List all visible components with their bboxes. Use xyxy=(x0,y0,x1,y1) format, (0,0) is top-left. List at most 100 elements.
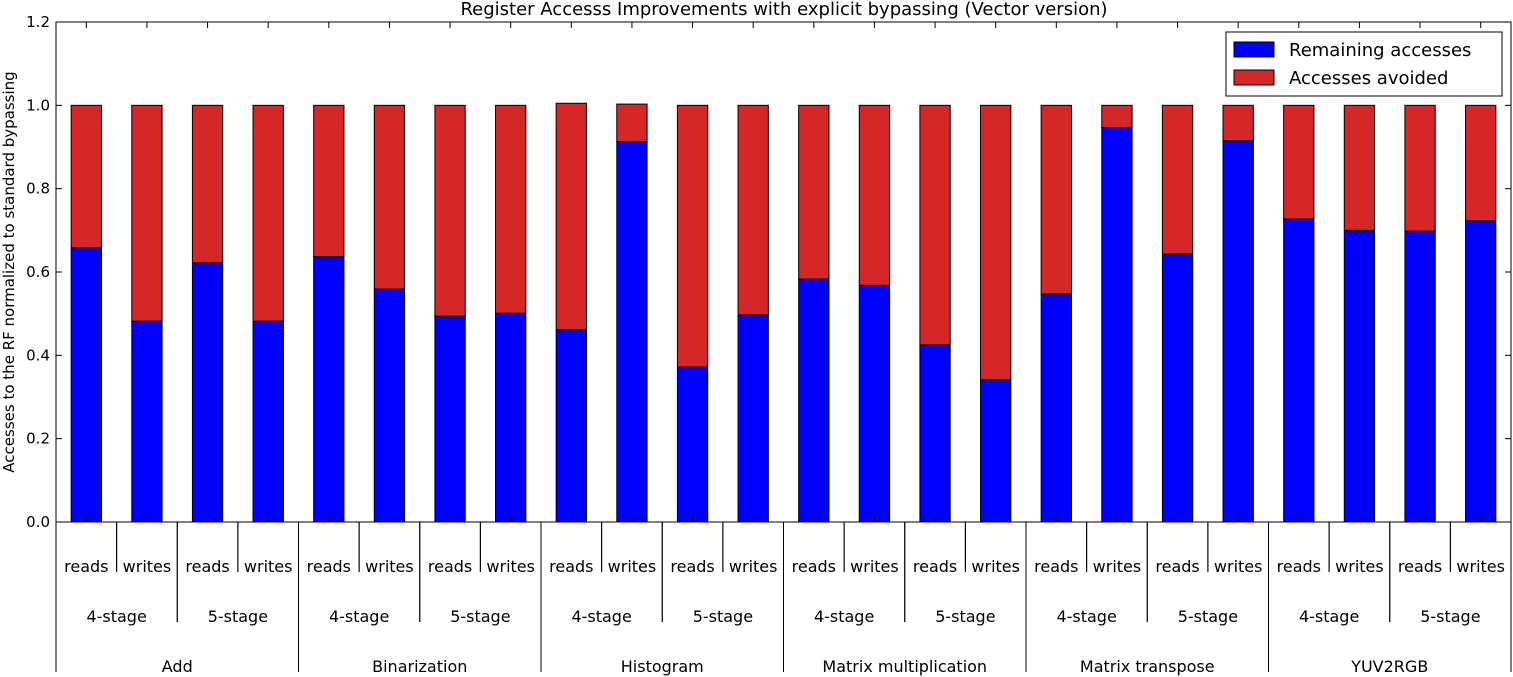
legend-entry: Remaining accesses xyxy=(1289,40,1471,61)
y-tick-label: 0.6 xyxy=(26,263,50,281)
y-tick-label: 0.8 xyxy=(26,180,50,198)
x-label-stage: 5-stage xyxy=(208,607,268,626)
bar-accesses-avoided xyxy=(70,104,102,249)
bar-remaining-accesses xyxy=(373,288,406,523)
bar-remaining-accesses xyxy=(1101,126,1133,523)
bar-accesses-avoided xyxy=(373,104,406,290)
x-axis-labels: reads writes reads writes reads writes reads wr… xyxy=(55,522,1512,676)
bar-remaining-accesses xyxy=(434,315,466,523)
x-label-access: reads xyxy=(913,557,957,576)
x-label-access: reads xyxy=(670,557,714,576)
x-label-access: reads xyxy=(307,557,351,576)
legend-swatch xyxy=(1233,69,1275,86)
x-label-access: writes xyxy=(1335,557,1384,576)
x-label-stage: 5-stage xyxy=(1420,607,1480,626)
bar-remaining-accesses xyxy=(616,141,648,523)
x-label-access: writes xyxy=(729,557,778,576)
bars xyxy=(70,22,1497,523)
x-label-access: reads xyxy=(792,557,836,576)
x-label-group: Binarization xyxy=(372,657,467,676)
x-label-access: reads xyxy=(549,557,593,576)
bar-accesses-avoided xyxy=(737,104,769,316)
x-label-stage: 5-stage xyxy=(935,607,995,626)
x-label-access: writes xyxy=(365,557,414,576)
x-label-access: reads xyxy=(1398,557,1442,576)
chart-title: Register Accesss Improvements with expli… xyxy=(460,0,1107,20)
y-axis-label: Accesses to the RF normalized to standar… xyxy=(0,71,18,472)
x-label-access: writes xyxy=(608,557,657,576)
x-label-access: reads xyxy=(64,557,108,576)
x-label-access: writes xyxy=(1214,557,1263,576)
bar-remaining-accesses xyxy=(798,278,830,523)
bar-remaining-accesses xyxy=(555,329,587,523)
x-label-access: writes xyxy=(1456,557,1505,576)
bar-accesses-avoided xyxy=(434,104,466,317)
y-tick-label: 1.2 xyxy=(26,13,50,31)
x-label-access: writes xyxy=(244,557,293,576)
bar-remaining-accesses xyxy=(676,366,709,523)
bar-accesses-avoided xyxy=(131,104,163,322)
x-label-stage: 4-stage xyxy=(1056,607,1116,626)
bar-remaining-accesses xyxy=(980,379,1012,523)
bar-remaining-accesses xyxy=(1222,140,1254,523)
bar-remaining-accesses xyxy=(1283,218,1315,523)
x-label-stage: 4-stage xyxy=(1299,607,1359,626)
legend-swatch xyxy=(1233,41,1275,58)
bar-remaining-accesses xyxy=(858,284,891,523)
x-label-stage: 4-stage xyxy=(814,607,874,626)
y-tick-label: 1.0 xyxy=(26,96,50,114)
x-label-access: writes xyxy=(850,557,899,576)
x-label-group: Matrix transpose xyxy=(1080,657,1215,676)
y-tick-label: 0.0 xyxy=(26,513,50,531)
bar-remaining-accesses xyxy=(1404,230,1436,523)
x-label-stage: 4-stage xyxy=(329,607,389,626)
bar-remaining-accesses xyxy=(252,320,284,523)
bar-remaining-accesses xyxy=(1161,253,1194,523)
legend-entry: Accesses avoided xyxy=(1289,68,1448,89)
bar-accesses-avoided xyxy=(1040,104,1072,295)
bar-accesses-avoided xyxy=(252,104,284,322)
x-label-access: writes xyxy=(971,557,1020,576)
legend: Remaining accesses Accesses avoided xyxy=(1225,31,1503,97)
x-label-stage: 5-stage xyxy=(693,607,753,626)
x-label-access: writes xyxy=(486,557,535,576)
x-label-access: reads xyxy=(1277,557,1321,576)
x-label-access: reads xyxy=(428,557,472,576)
bar-remaining-accesses xyxy=(1343,229,1376,523)
bar-accesses-avoided xyxy=(1343,104,1376,231)
x-label-group: YUV2RGB xyxy=(1350,657,1428,676)
bar-accesses-avoided xyxy=(616,103,648,143)
bar-remaining-accesses xyxy=(495,312,527,523)
x-label-stage: 4-stage xyxy=(86,607,146,626)
bar-accesses-avoided xyxy=(555,102,587,331)
bar-accesses-avoided xyxy=(495,104,527,314)
bar-accesses-avoided xyxy=(980,104,1012,381)
x-label-stage: 4-stage xyxy=(571,607,631,626)
x-label-access: writes xyxy=(1093,557,1142,576)
bar-accesses-avoided xyxy=(1101,104,1133,128)
bar-accesses-avoided xyxy=(919,104,951,346)
bar-remaining-accesses xyxy=(1465,220,1497,523)
bar-accesses-avoided xyxy=(1404,104,1436,232)
x-label-access: writes xyxy=(123,557,172,576)
bar-remaining-accesses xyxy=(131,320,163,523)
x-label-access: reads xyxy=(1155,557,1199,576)
x-label-group: Add xyxy=(162,657,193,676)
bar-accesses-avoided xyxy=(858,104,891,286)
x-label-access: reads xyxy=(185,557,229,576)
x-label-group: Matrix multiplication xyxy=(822,657,987,676)
x-label-stage: 5-stage xyxy=(1178,607,1238,626)
bar-remaining-accesses xyxy=(1040,293,1072,523)
bar-accesses-avoided xyxy=(676,104,709,368)
bar-accesses-avoided xyxy=(191,104,224,264)
x-label-group: Histogram xyxy=(621,657,704,676)
bar-accesses-avoided xyxy=(798,104,830,280)
bar-accesses-avoided xyxy=(1222,104,1254,142)
bar-remaining-accesses xyxy=(313,256,345,523)
bar-accesses-avoided xyxy=(1465,104,1497,222)
bar-remaining-accesses xyxy=(919,344,951,523)
y-tick-label: 0.2 xyxy=(26,430,50,448)
x-label-access: reads xyxy=(1034,557,1078,576)
bar-remaining-accesses xyxy=(191,262,224,523)
